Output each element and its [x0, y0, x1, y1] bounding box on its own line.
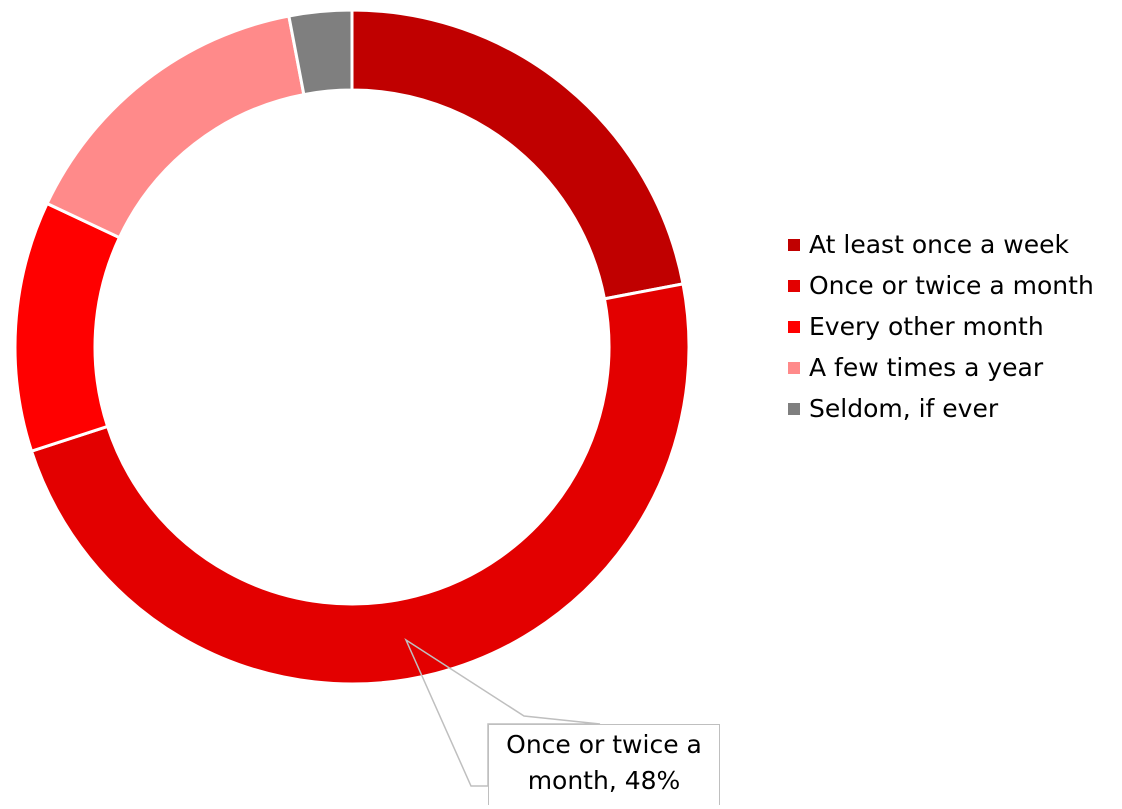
legend-label: A few times a year	[809, 353, 1044, 382]
data-label-line-2: month, 48%	[527, 766, 681, 795]
legend: At least once a week Once or twice a mon…	[788, 224, 1094, 429]
donut-slice-a-few-times-a-year	[45, 14, 306, 240]
legend-swatch	[788, 320, 800, 333]
legend-item-a-few-times-a-year: A few times a year	[788, 347, 1094, 388]
donut-slice-seldom-if-ever	[287, 8, 354, 97]
legend-label: Seldom, if ever	[809, 394, 999, 423]
donut-slice-once-or-twice-a-month	[29, 282, 691, 686]
legend-swatch	[788, 238, 800, 251]
donut-slices	[13, 8, 691, 686]
legend-label: Once or twice a month	[809, 271, 1094, 300]
donut-slice-every-other-month	[13, 201, 122, 454]
legend-swatch	[788, 361, 800, 374]
legend-swatch	[788, 402, 800, 415]
legend-label: Every other month	[809, 312, 1044, 341]
legend-item-at-least-once-a-week: At least once a week	[788, 224, 1094, 265]
legend-swatch	[788, 279, 800, 292]
legend-item-seldom-if-ever: Seldom, if ever	[788, 388, 1094, 429]
legend-item-every-other-month: Every other month	[788, 306, 1094, 347]
legend-label: At least once a week	[809, 230, 1069, 259]
donut-slice-at-least-once-a-week	[350, 8, 685, 301]
legend-item-once-or-twice-a-month: Once or twice a month	[788, 265, 1094, 306]
data-label-line-1: Once or twice a	[506, 730, 702, 759]
data-label-once-or-twice-a-month: Once or twice a month, 48%	[488, 724, 720, 805]
